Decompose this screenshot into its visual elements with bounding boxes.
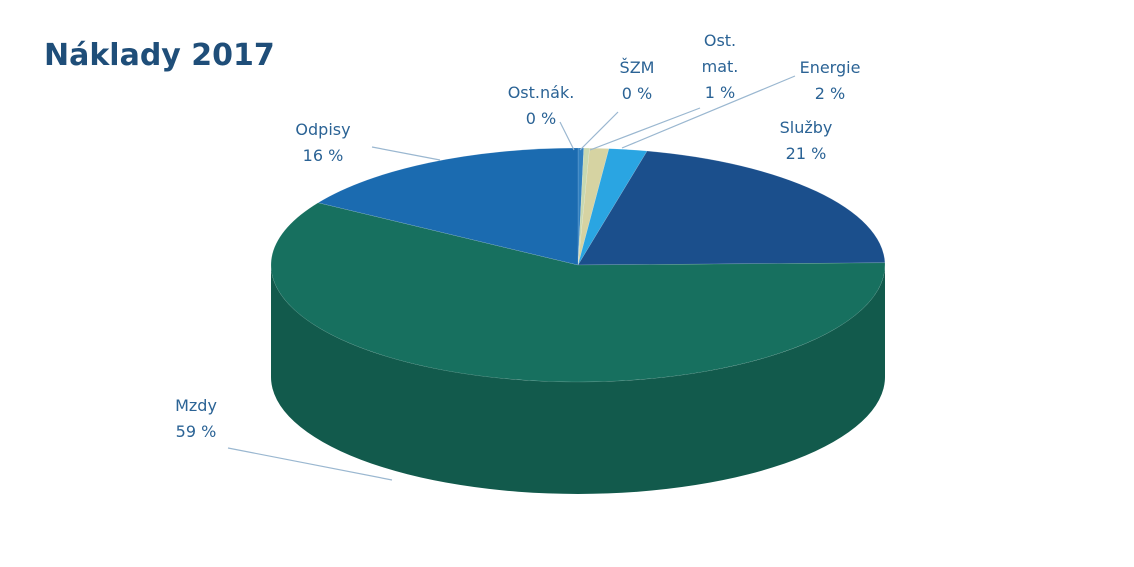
slice-name: Energie: [799, 58, 861, 77]
slice-value: 59 %: [175, 422, 217, 441]
slice-name: Ost. mat.: [701, 31, 739, 76]
leader-line: [589, 107, 701, 151]
slice-value: 0 %: [525, 109, 557, 128]
leader-line: [559, 121, 575, 151]
slice-value: 0 %: [621, 84, 653, 103]
data-label: Mzdy 59 %: [156, 393, 236, 445]
pie-slice: [577, 150, 886, 266]
slice-name: ŠZM: [619, 58, 655, 77]
leader-line: [621, 75, 796, 149]
pie-slice: [577, 148, 648, 266]
data-label: Ost.nák. 0 %: [496, 80, 586, 132]
pie-slice: [577, 147, 590, 266]
data-label: Energie 2 %: [790, 55, 870, 107]
leader-line: [227, 447, 393, 481]
slice-value: 1 %: [704, 83, 736, 102]
slice-name: Ost.nák.: [507, 83, 575, 102]
leader-line: [579, 111, 619, 151]
data-label: Ost. mat. 1 %: [695, 28, 745, 106]
data-label: ŠZM 0 %: [607, 55, 667, 107]
data-label: Odpisy 16 %: [283, 117, 363, 169]
slice-name: Odpisy: [295, 120, 351, 139]
leader-line: [371, 146, 441, 161]
pie-slice: [577, 147, 585, 266]
slice-value: 21 %: [785, 144, 827, 163]
chart-title: Náklady 2017: [44, 38, 275, 73]
pie-slice: [317, 147, 579, 266]
slice-value: 2 %: [814, 84, 846, 103]
data-label: Služby 21 %: [766, 115, 846, 167]
pie-side: [271, 265, 885, 494]
pie-slice: [270, 202, 886, 383]
slice-name: Služby: [779, 118, 833, 137]
slice-name: Mzdy: [175, 396, 217, 415]
pie-slice: [577, 147, 610, 266]
slice-value: 16 %: [302, 146, 344, 165]
